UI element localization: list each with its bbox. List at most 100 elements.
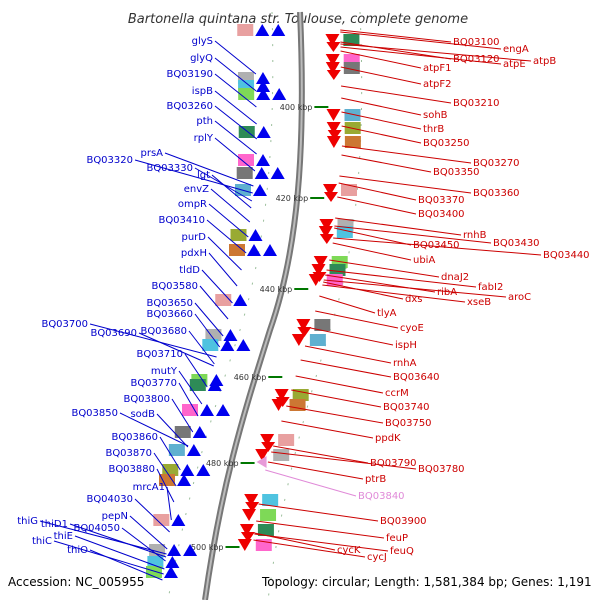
reverse-arrow (261, 442, 276, 452)
forward-arrow (200, 404, 214, 416)
forward-arrow (255, 72, 270, 84)
forward-arrow (248, 229, 263, 241)
reverse-arrow (271, 399, 286, 411)
reverse-leader-line (341, 111, 422, 130)
feature-block (229, 244, 245, 256)
forward-gene-label: BQ03860 (111, 432, 158, 443)
forward-leader-line (138, 332, 214, 367)
reverse-leader-line (271, 451, 417, 470)
forward-arrow (253, 184, 267, 196)
reverse-leader-line (256, 520, 385, 539)
forward-gene-label: BQ03190 (166, 69, 213, 80)
reverse-leader-line (310, 327, 394, 346)
reverse-arrow (237, 539, 252, 551)
reverse-gene-label: atpB (533, 56, 556, 67)
reverse-leader-line (319, 295, 376, 314)
forward-leader-line (208, 252, 238, 287)
reverse-arrow (296, 319, 311, 331)
reverse-gene-label: BQ03370 (418, 195, 465, 206)
reverse-arrow (245, 502, 260, 512)
reverse-arrow (326, 109, 341, 121)
forward-gene-label: BQ03680 (140, 326, 187, 337)
forward-arrow (256, 154, 270, 166)
forward-leader-line (69, 523, 167, 558)
reverse-gene-label: BQ03430 (493, 238, 540, 249)
reverse-gene-label: BQ03750 (385, 418, 432, 429)
reverse-leader-line (326, 269, 477, 288)
reverse-gene-label: ppdK (375, 433, 401, 444)
forward-gene-label: BQ03870 (105, 448, 152, 459)
feature-block (162, 464, 179, 476)
feature-block (238, 126, 255, 138)
reverse-arrow (327, 130, 342, 140)
forward-gene-label: ompR (178, 199, 207, 210)
forward-leader-line (134, 159, 253, 194)
reverse-arrow (313, 256, 328, 268)
forward-leader-line (201, 269, 233, 304)
kbp-scale: 400 kbp 420 kbp 440 kbp 460 kbp 480 kbp 500 k… (191, 103, 329, 552)
reverse-arrow (274, 389, 289, 401)
reverse-leader-line (281, 420, 374, 439)
reverse-leader-line (341, 125, 422, 144)
reverse-leader-line (291, 389, 382, 408)
forward-arrow (256, 88, 271, 100)
reverse-leader-line (340, 43, 532, 62)
rna-gene-label: BQ03840 (358, 491, 405, 502)
forward-gene-label: tldD (179, 265, 200, 276)
forward-arrow (180, 464, 195, 476)
forward-gene-label: BQ03770 (130, 378, 177, 389)
forward-gene-label: thiC (32, 536, 52, 547)
forward-leader-line (214, 90, 257, 125)
feature-block (238, 88, 255, 100)
reverse-gene-label: rnhA (393, 358, 417, 369)
reverse-arrow (240, 532, 255, 542)
forward-leader-line (89, 549, 163, 581)
reverse-gene-label: BQ03250 (423, 138, 470, 149)
forward-gene-label: thiO (67, 545, 88, 556)
forward-leader-line (184, 353, 208, 388)
forward-leader-line (178, 370, 203, 405)
forward-leader-line (121, 527, 166, 562)
reverse-gene-label: BQ03270 (473, 158, 520, 169)
forward-gene-label: BQ03660 (146, 309, 193, 320)
reverse-leader-line (304, 345, 392, 364)
forward-arrow (236, 339, 251, 351)
reverse-arrow (242, 509, 257, 521)
reverse-arrow (319, 234, 334, 244)
reverse-leader-line (338, 182, 417, 201)
forward-leader-line (214, 40, 257, 75)
forward-gene-label: BQ03330 (146, 163, 193, 174)
reverse-arrow (291, 334, 306, 346)
feature-block (314, 319, 331, 331)
forward-gene-label: glyS (192, 36, 213, 47)
forward-gene-label: ispB (192, 86, 213, 97)
forward-gene-label: sodB (130, 409, 155, 420)
forward-leader-line (214, 73, 257, 108)
feature-block (292, 389, 309, 401)
reverse-gene-label: cycJ (367, 552, 387, 563)
reverse-arrow (239, 524, 254, 536)
feature-block (260, 509, 277, 521)
forward-leader-line (194, 302, 224, 337)
feature-block (147, 556, 164, 568)
forward-gene-label: thiG (17, 516, 38, 527)
reverse-gene-label: atpE (503, 59, 526, 70)
reverse-strand-features (237, 34, 361, 551)
rna-leader-line (265, 469, 357, 497)
forward-leader-line (171, 398, 194, 433)
forward-gene-label: BQ03580 (151, 281, 198, 292)
forward-leader-line (156, 468, 175, 503)
forward-gene-label: BQ03700 (41, 319, 88, 330)
forward-leader-line (214, 57, 257, 92)
forward-arrow (256, 126, 271, 138)
reverse-gene-label: BQ03450 (413, 240, 460, 251)
reverse-gene-label: BQ03120 (453, 54, 500, 65)
forward-arrow (216, 404, 230, 416)
forward-arrow (196, 464, 211, 476)
reverse-leader-line (323, 281, 404, 300)
reverse-gene-label: dxs (405, 294, 422, 305)
feature-block (309, 334, 326, 346)
reverse-gene-label: BQ03780 (418, 464, 465, 475)
reverse-leader-line (333, 237, 542, 256)
feature-block (262, 494, 279, 506)
